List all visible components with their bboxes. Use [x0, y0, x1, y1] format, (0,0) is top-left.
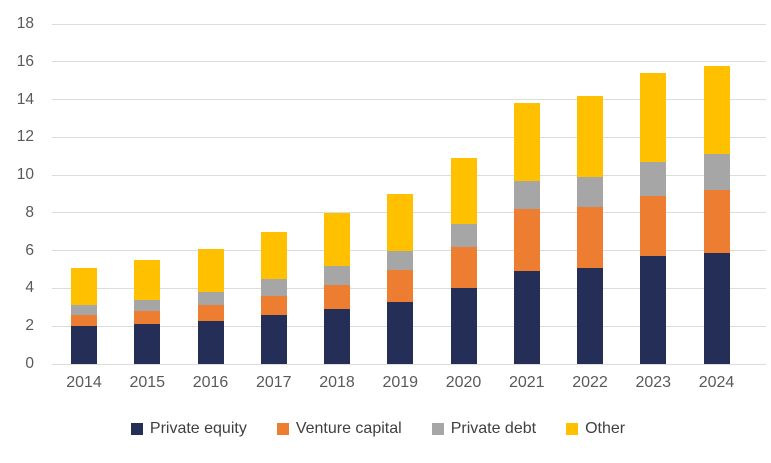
bar-segment-venture-capital	[450, 246, 477, 289]
bar-2022	[577, 95, 603, 364]
bar-segment-private-equity	[197, 320, 224, 364]
bar-segment-other	[387, 194, 414, 251]
bar-segment-other	[197, 248, 224, 293]
bar-segment-other	[513, 103, 540, 181]
gridline	[52, 99, 766, 101]
bar-2024	[703, 65, 730, 364]
bar-segment-private-debt	[640, 161, 667, 196]
gridline	[52, 23, 766, 25]
bar-2017	[260, 231, 287, 364]
y-axis-tick-label: 6	[25, 241, 34, 259]
bar-segment-private-equity	[640, 256, 667, 364]
bar-segment-venture-capital	[577, 207, 603, 268]
bar-2019	[387, 194, 414, 364]
bar-2016	[197, 248, 224, 364]
bar-segment-venture-capital	[703, 190, 730, 253]
bar-segment-other	[450, 158, 477, 225]
bar-segment-private-debt	[260, 279, 287, 297]
x-axis-tick-label: 2020	[445, 374, 482, 391]
bar-segment-private-debt	[513, 180, 540, 210]
bar-segment-venture-capital	[324, 284, 350, 310]
x-axis-tick-label: 2017	[255, 374, 292, 391]
bar-segment-venture-capital	[387, 269, 414, 302]
y-axis-tick-label: 2	[25, 317, 34, 335]
bar-segment-other	[260, 231, 287, 280]
bar-segment-private-equity	[450, 288, 477, 364]
bar-2018	[324, 212, 350, 364]
bar-segment-other	[71, 267, 97, 306]
y-axis-tick-label: 16	[16, 52, 34, 70]
bar-segment-venture-capital	[71, 314, 97, 327]
y-axis-tick-label: 0	[25, 355, 34, 372]
legend: Private equity Venture capital Private deb…	[0, 420, 756, 438]
bar-segment-private-debt	[577, 177, 603, 208]
bar-segment-private-debt	[387, 250, 414, 270]
bar-segment-other	[703, 65, 730, 155]
bar-segment-private-debt	[450, 224, 477, 247]
y-axis-tick-label: 10	[16, 166, 34, 184]
gridline	[52, 61, 766, 63]
legend-item-private-equity: Private equity	[130, 420, 247, 438]
bar-segment-private-equity	[577, 267, 603, 364]
x-axis-tick-label: 2018	[319, 374, 355, 391]
legend-label: Private debt	[450, 420, 537, 437]
x-axis-tick-label: 2022	[572, 374, 608, 391]
legend-item-other: Other	[566, 420, 625, 438]
bar-segment-private-debt	[71, 305, 97, 315]
y-axis-tick-label: 18	[16, 15, 34, 32]
bar-segment-private-equity	[387, 301, 414, 364]
bar-segment-private-equity	[134, 324, 161, 364]
bar-segment-venture-capital	[640, 195, 667, 257]
y-axis-tick-label: 14	[16, 90, 34, 108]
y-axis-tick-label: 8	[25, 203, 34, 221]
bar-segment-private-equity	[324, 309, 350, 364]
bar-segment-private-debt	[703, 154, 730, 191]
legend-label: Venture capital	[295, 420, 402, 437]
bar-segment-private-equity	[703, 252, 730, 364]
gridline	[52, 174, 766, 176]
legend-label: Private equity	[149, 420, 247, 437]
bar-segment-private-debt	[134, 299, 161, 312]
x-axis-tick-label: 2016	[192, 374, 229, 391]
bar-segment-venture-capital	[134, 311, 161, 325]
bar-segment-private-debt	[324, 265, 350, 285]
bar-segment-private-debt	[197, 292, 224, 306]
x-axis-tick-label: 2023	[635, 374, 672, 391]
x-axis-tick-label: 2024	[698, 374, 735, 391]
bar-segment-venture-capital	[513, 209, 540, 272]
y-axis-tick-label: 4	[25, 279, 34, 297]
bar-segment-other	[640, 73, 667, 162]
legend-swatch-icon	[566, 423, 579, 435]
bar-segment-other	[324, 212, 350, 266]
x-axis-tick-label: 2014	[66, 374, 102, 391]
bar-segment-private-equity	[260, 314, 287, 364]
x-axis-tick-label: 2019	[382, 374, 419, 391]
legend-label: Other	[585, 420, 626, 437]
bar-2021	[513, 103, 540, 364]
bar-segment-other	[577, 95, 603, 178]
gridline	[52, 136, 766, 138]
legend-swatch-icon	[130, 423, 143, 435]
x-axis-tick-label: 2021	[508, 374, 545, 391]
bar-2014	[71, 267, 97, 364]
y-axis-tick-label: 12	[16, 128, 34, 146]
bar-2020	[450, 158, 477, 364]
legend-swatch-icon	[431, 423, 444, 435]
bar-2023	[640, 73, 667, 364]
bar-segment-other	[134, 260, 161, 300]
gridline	[52, 363, 766, 365]
bar-2015	[134, 260, 161, 364]
x-axis-tick-label: 2015	[129, 374, 166, 391]
bar-segment-venture-capital	[260, 296, 287, 315]
bar-segment-private-equity	[71, 326, 97, 364]
bar-segment-venture-capital	[197, 305, 224, 321]
bar-segment-private-equity	[513, 271, 540, 364]
legend-item-private-debt: Private debt	[431, 420, 537, 438]
legend-swatch-icon	[276, 423, 289, 435]
legend-item-venture-capital: Venture capital	[276, 420, 402, 438]
